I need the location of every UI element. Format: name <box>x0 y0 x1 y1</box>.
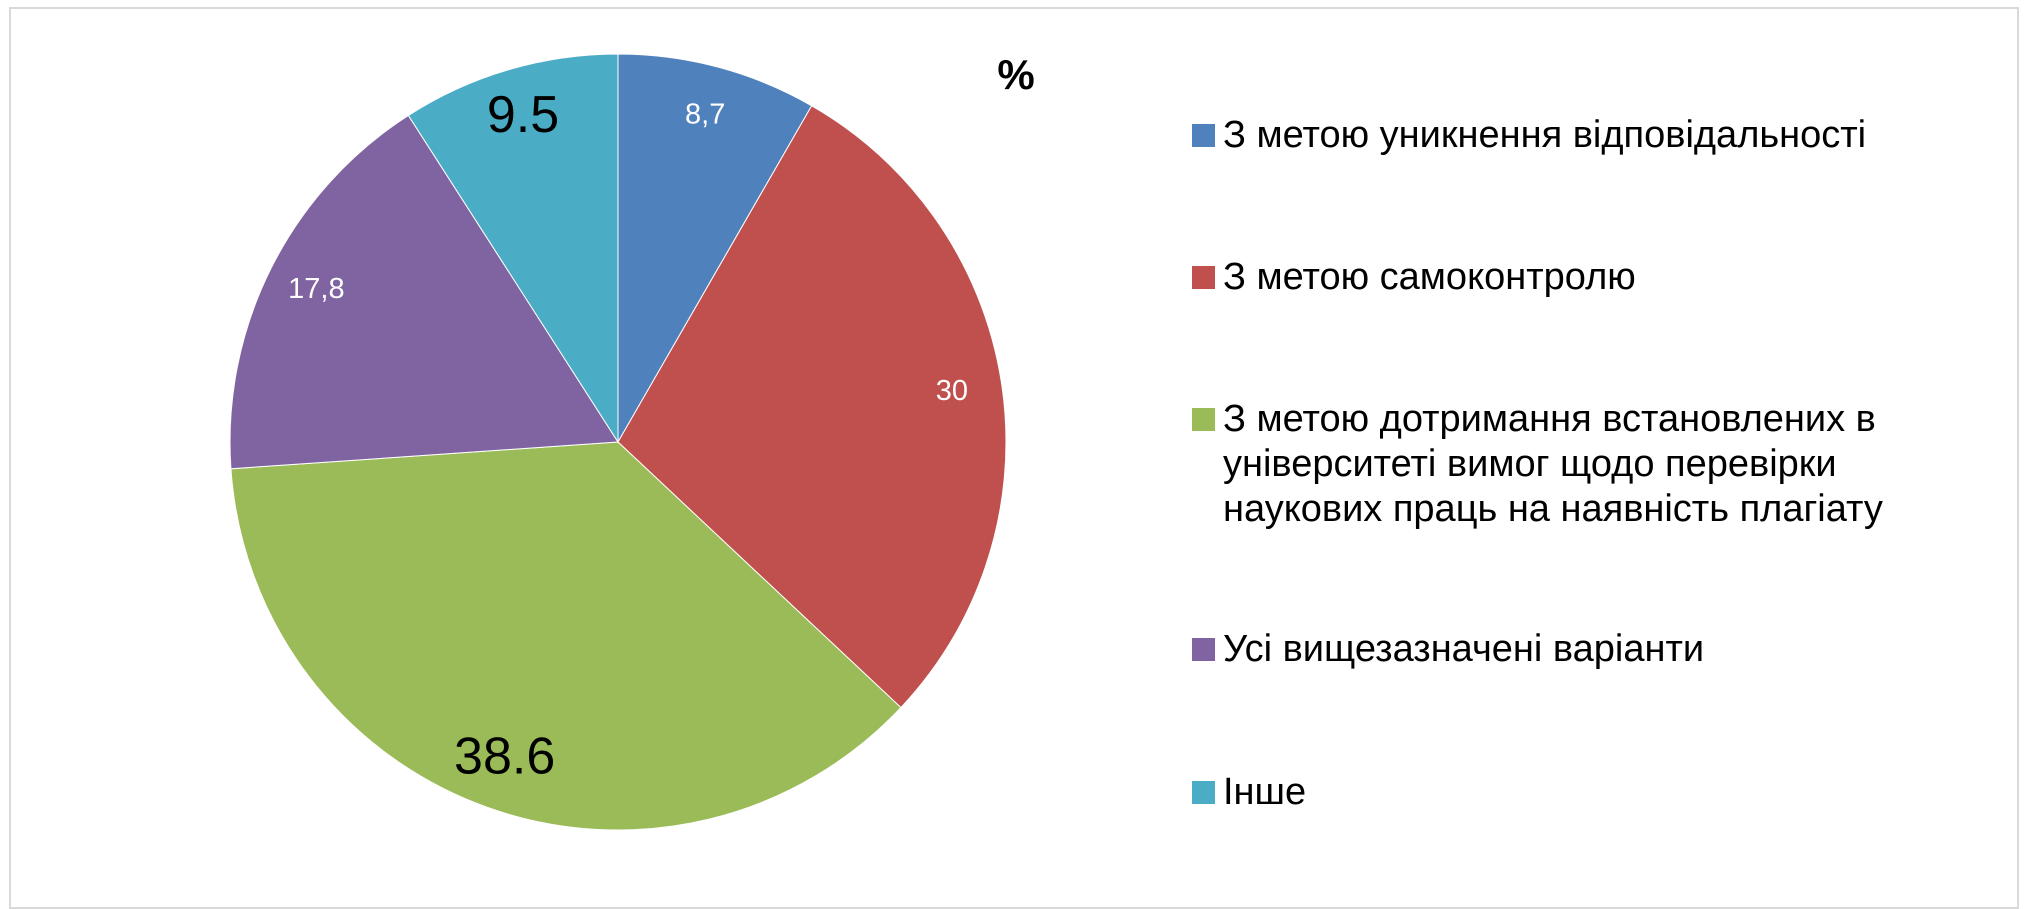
legend-swatch <box>1192 781 1215 804</box>
legend-item: З метою уникнення відповідальності <box>1192 113 1983 158</box>
pie-slice <box>230 441 902 831</box>
legend-swatch <box>1192 408 1215 431</box>
data-label: 9.5 <box>487 86 559 144</box>
legend-label: З метою уникнення відповідальності <box>1223 114 1867 156</box>
pie-slice <box>229 114 619 470</box>
frame <box>9 7 2019 909</box>
legend-label: Усі вищезазначені варіанти <box>1223 628 1705 670</box>
data-label: 8,7 <box>685 99 725 131</box>
pie-slice <box>617 105 1007 709</box>
chart-title: % <box>997 51 1034 98</box>
legend-swatch <box>1192 266 1215 289</box>
data-label: 30 <box>936 375 968 407</box>
legend-item: З метою дотримання встановлених в універ… <box>1192 397 1983 532</box>
legend-item: З метою самоконтролю <box>1192 255 1983 300</box>
legend-swatch <box>1192 638 1215 661</box>
legend-label: З метою самоконтролю <box>1223 256 1636 298</box>
legend-label: З метою дотримання встановлених в універ… <box>1223 398 1883 530</box>
pie-slice <box>617 53 813 444</box>
legend-item: Усі вищезазначені варіанти <box>1192 627 1983 672</box>
data-label: 17,8 <box>288 273 344 305</box>
data-label: 38.6 <box>454 728 555 786</box>
legend-swatch <box>1192 124 1215 147</box>
legend-item: Інше <box>1192 770 1983 815</box>
legend-label: Інше <box>1223 771 1307 813</box>
pie-slice <box>407 53 619 444</box>
